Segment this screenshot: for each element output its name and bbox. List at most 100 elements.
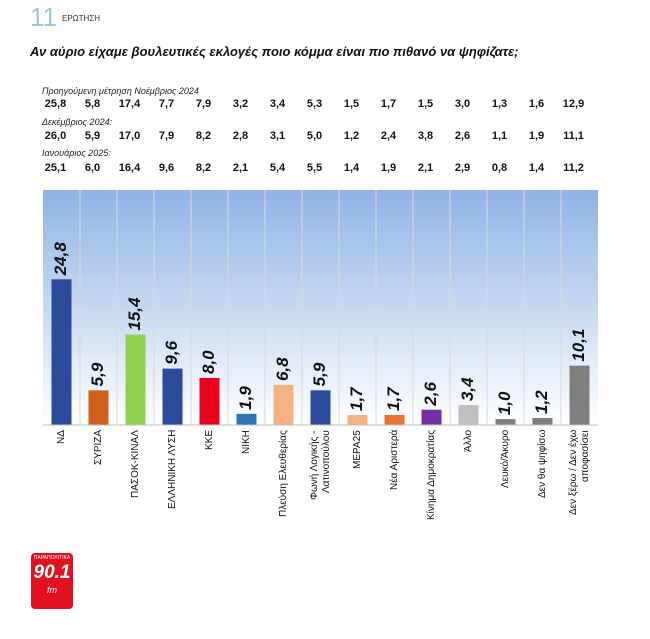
category-label: ΚΚΕ	[191, 430, 228, 550]
row-value: 16,4	[118, 162, 141, 174]
value-label: 6,8	[273, 357, 292, 381]
bar	[88, 390, 109, 425]
row-value: 1,4	[528, 162, 545, 174]
category-text: ΝΙΚΗ	[240, 430, 252, 454]
category-text: Πλεύση Ελευθερίας	[277, 430, 289, 517]
bar	[532, 417, 553, 425]
bar	[347, 415, 368, 425]
row-value: 12,9	[562, 98, 585, 110]
value-label: 1,9	[236, 386, 255, 410]
row-value: 5,0	[306, 130, 323, 142]
row-value: 0,8	[491, 162, 508, 174]
bar	[162, 368, 183, 425]
bar	[199, 378, 220, 425]
value-label: 1,2	[532, 390, 551, 414]
value-label: 1,7	[384, 386, 403, 411]
row-value: 3,0	[454, 98, 471, 110]
category-label: ΝΙΚΗ	[228, 430, 265, 550]
row-label: Προηγούμενη μέτρηση Νοέμβριος 2024	[42, 86, 199, 96]
value-label: 1,7	[347, 386, 366, 411]
row-label: Ιανουάριος 2025:	[42, 148, 111, 158]
logo-main: 90.1	[33, 562, 71, 583]
category-text: ΝΔ	[55, 430, 67, 444]
category-label: Δεν ξέρω / Δεν έχω αποφασίσει	[561, 430, 598, 550]
category-label: ΣΥΡΙΖΑ	[80, 430, 117, 550]
row-value: 2,8	[232, 130, 249, 142]
category-text: Νέα Αριστερά	[388, 430, 400, 491]
row-value: 1,4	[343, 162, 360, 174]
row-value: 3,8	[417, 130, 434, 142]
bar	[421, 409, 442, 425]
category-label: ΕΛΛΗΝΙΚΗ ΛΥΣΗ	[154, 430, 191, 550]
row-value: 17,4	[118, 98, 141, 110]
question-number: 11	[30, 2, 57, 32]
row-value: 7,9	[158, 130, 175, 142]
category-text: ΕΛΛΗΝΙΚΗ ΛΥΣΗ	[166, 430, 178, 510]
row-value: 5,5	[306, 162, 323, 174]
category-text: Άλλο	[462, 430, 474, 453]
bar	[569, 365, 590, 425]
question-label: ΕΡΩΤΗΣΗ	[62, 14, 101, 23]
bar	[310, 390, 331, 425]
category-text: Δεν θα ψηφίσω	[536, 430, 548, 499]
bar	[384, 415, 405, 425]
category-text: ΜΕΡΑ25	[351, 430, 363, 469]
row-value: 9,6	[158, 162, 175, 174]
value-label: 5,9	[310, 362, 329, 386]
row-value: 1,2	[343, 130, 360, 142]
category-label: ΜΕΡΑ25	[339, 430, 376, 550]
bar	[495, 419, 516, 425]
category-label: Κίνημα Δημοκρατίας	[413, 430, 450, 550]
row-value: 5,3	[306, 98, 323, 110]
category-text: Φωνή Λογικής - Λατινοπούλου	[308, 430, 332, 500]
category-text: ΠΑΣΟΚ-ΚΙΝΑΛ	[129, 430, 141, 498]
row-value: 3,4	[269, 98, 286, 110]
row-value: 25,1	[44, 162, 67, 174]
row-value: 1,3	[491, 98, 508, 110]
row-value: 2,1	[232, 162, 249, 174]
row-value: 25,8	[44, 98, 67, 110]
category-text: ΚΚΕ	[203, 430, 215, 451]
category-label: Νέα Αριστερά	[376, 430, 413, 550]
value-label: 8,0	[199, 350, 218, 374]
row-value: 1,5	[417, 98, 434, 110]
row-value: 7,7	[158, 98, 175, 110]
value-label: 10,1	[569, 329, 588, 362]
value-label: 15,4	[125, 297, 144, 331]
row-value: 17,0	[118, 130, 141, 142]
bar	[458, 405, 479, 425]
category-label: Λευκό/Άκυρο	[487, 430, 524, 550]
row-label: Δεκέμβριος 2024:	[42, 117, 113, 127]
row-value: 2,6	[454, 130, 471, 142]
category-text: Δεν ξέρω / Δεν έχω αποφασίσει	[567, 430, 591, 516]
bar	[273, 385, 294, 425]
value-label: 24,8	[51, 242, 70, 277]
value-label: 3,4	[458, 377, 477, 401]
row-value: 2,1	[417, 162, 434, 174]
row-value: 5,4	[269, 162, 286, 174]
row-value: 1,6	[528, 98, 545, 110]
row-value: 8,2	[195, 162, 212, 174]
logo-sub: fm	[47, 585, 57, 595]
category-text: Λευκό/Άκυρο	[499, 430, 511, 489]
row-value: 11,1	[563, 130, 584, 142]
bar	[236, 413, 257, 425]
row-value: 1,5	[343, 98, 360, 110]
value-label: 2,6	[421, 382, 440, 407]
row-value: 26,0	[44, 130, 67, 142]
category-label: Πλεύση Ελευθερίας	[265, 430, 302, 550]
row-value: 8,2	[195, 130, 212, 142]
row-value: 2,4	[380, 130, 397, 142]
row-value: 2,9	[454, 162, 471, 174]
row-value: 5,9	[84, 130, 101, 142]
value-label: 5,9	[88, 362, 107, 386]
row-value: 1,9	[380, 162, 397, 174]
row-value: 1,9	[528, 130, 545, 142]
row-value: 6,0	[84, 162, 101, 174]
question: Αν αύριο είχαμε βουλευτικές εκλογές ποιο…	[30, 44, 519, 59]
category-label: Δεν θα ψηφίσω	[524, 430, 561, 550]
row-value: 5,8	[84, 98, 101, 110]
